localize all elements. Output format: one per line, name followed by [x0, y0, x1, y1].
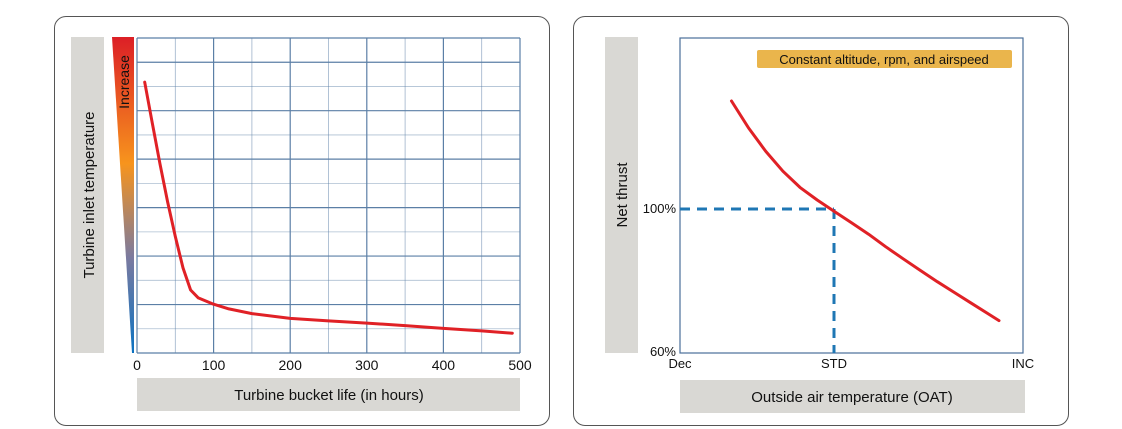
temperature-gradient-bar [112, 37, 134, 353]
left-x-tick-label: 300 [355, 357, 379, 373]
right-xlabel: Outside air temperature (OAT) [751, 389, 952, 406]
left-x-tick-label: 0 [133, 357, 141, 373]
right-x-ticks: Dec STD INC [668, 356, 1034, 371]
left-ylabel: Turbine inlet temperature [81, 111, 98, 278]
right-xlabel-bar [680, 380, 1025, 413]
left-series-line [143, 80, 514, 335]
right-y-tick-label: 60% [650, 344, 676, 359]
left-x-tick-label: 100 [202, 357, 226, 373]
right-x-tick-label: INC [1012, 356, 1034, 371]
left-xlabel: Turbine bucket life (in hours) [234, 387, 424, 404]
left-grid [136, 37, 521, 354]
right-series-line [730, 99, 1001, 323]
gradient-label: Increase [116, 55, 132, 109]
annotation-text: Constant altitude, rpm, and airspeed [779, 52, 989, 67]
left-x-tick-label: 400 [432, 357, 456, 373]
right-x-tick-label: STD [821, 356, 847, 371]
right-chart-panel [573, 16, 1069, 426]
left-x-tick-label: 500 [508, 357, 532, 373]
left-x-tick-label: 200 [279, 357, 303, 373]
left-ylabel-bar [71, 37, 104, 353]
right-ylabel: Net thrust [614, 162, 631, 228]
left-x-ticks: 0 100 200 300 400 500 [133, 357, 532, 373]
right-plot-frame [679, 37, 1024, 354]
right-y-tick-label: 100% [643, 201, 677, 216]
left-xlabel-bar [137, 378, 520, 411]
right-ylabel-bar [605, 37, 638, 353]
annotation-badge [757, 50, 1012, 68]
right-y-ticks: 60% 100% [643, 201, 677, 359]
right-x-tick-label: Dec [668, 356, 692, 371]
